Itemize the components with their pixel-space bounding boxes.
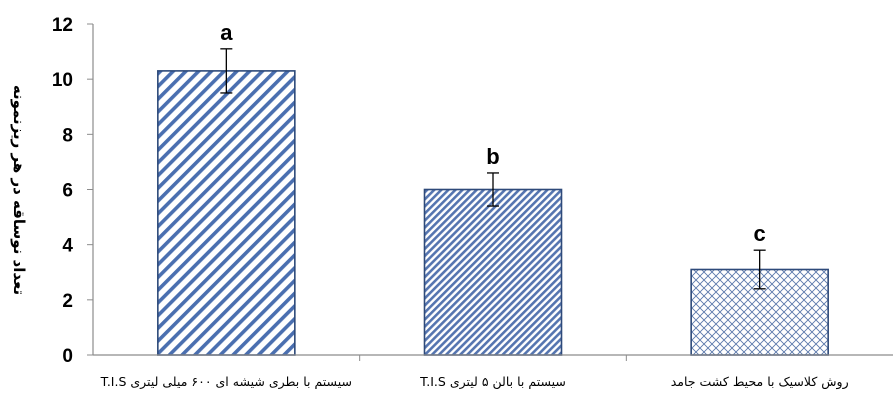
y-tick-label: 12 xyxy=(52,15,73,36)
bars xyxy=(157,70,829,356)
category-labels: T.I.S سیستم با بطری شیشه ای ۶۰۰ میلی لیت… xyxy=(100,374,849,390)
error-bars xyxy=(220,48,766,290)
y-tick-label: 4 xyxy=(62,236,73,257)
y-tick-label: 6 xyxy=(62,181,73,202)
significance-letter: a xyxy=(220,20,233,45)
significance-letters: a b c xyxy=(220,20,766,246)
axes xyxy=(92,24,893,361)
category-label: روش کلاسیک با محیط کشت جامد xyxy=(671,374,849,390)
y-tick-label: 8 xyxy=(62,125,73,146)
y-tick-label: 0 xyxy=(62,346,73,367)
category-label: T.I.S سیستم با بالن ۵ لیتری xyxy=(419,374,566,390)
y-axis-ticks: 0 2 4 6 8 10 12 xyxy=(52,15,93,367)
y-tick-label: 10 xyxy=(52,70,73,91)
bar xyxy=(423,188,563,356)
bar xyxy=(157,70,296,356)
category-label: T.I.S سیستم با بطری شیشه ای ۶۰۰ میلی لیت… xyxy=(100,374,352,390)
significance-letter: c xyxy=(754,221,766,246)
y-tick-label: 2 xyxy=(62,291,73,312)
y-axis-title: تعداد نوساقه در هر ریزنمونه xyxy=(10,85,28,295)
significance-letter: b xyxy=(486,144,499,169)
